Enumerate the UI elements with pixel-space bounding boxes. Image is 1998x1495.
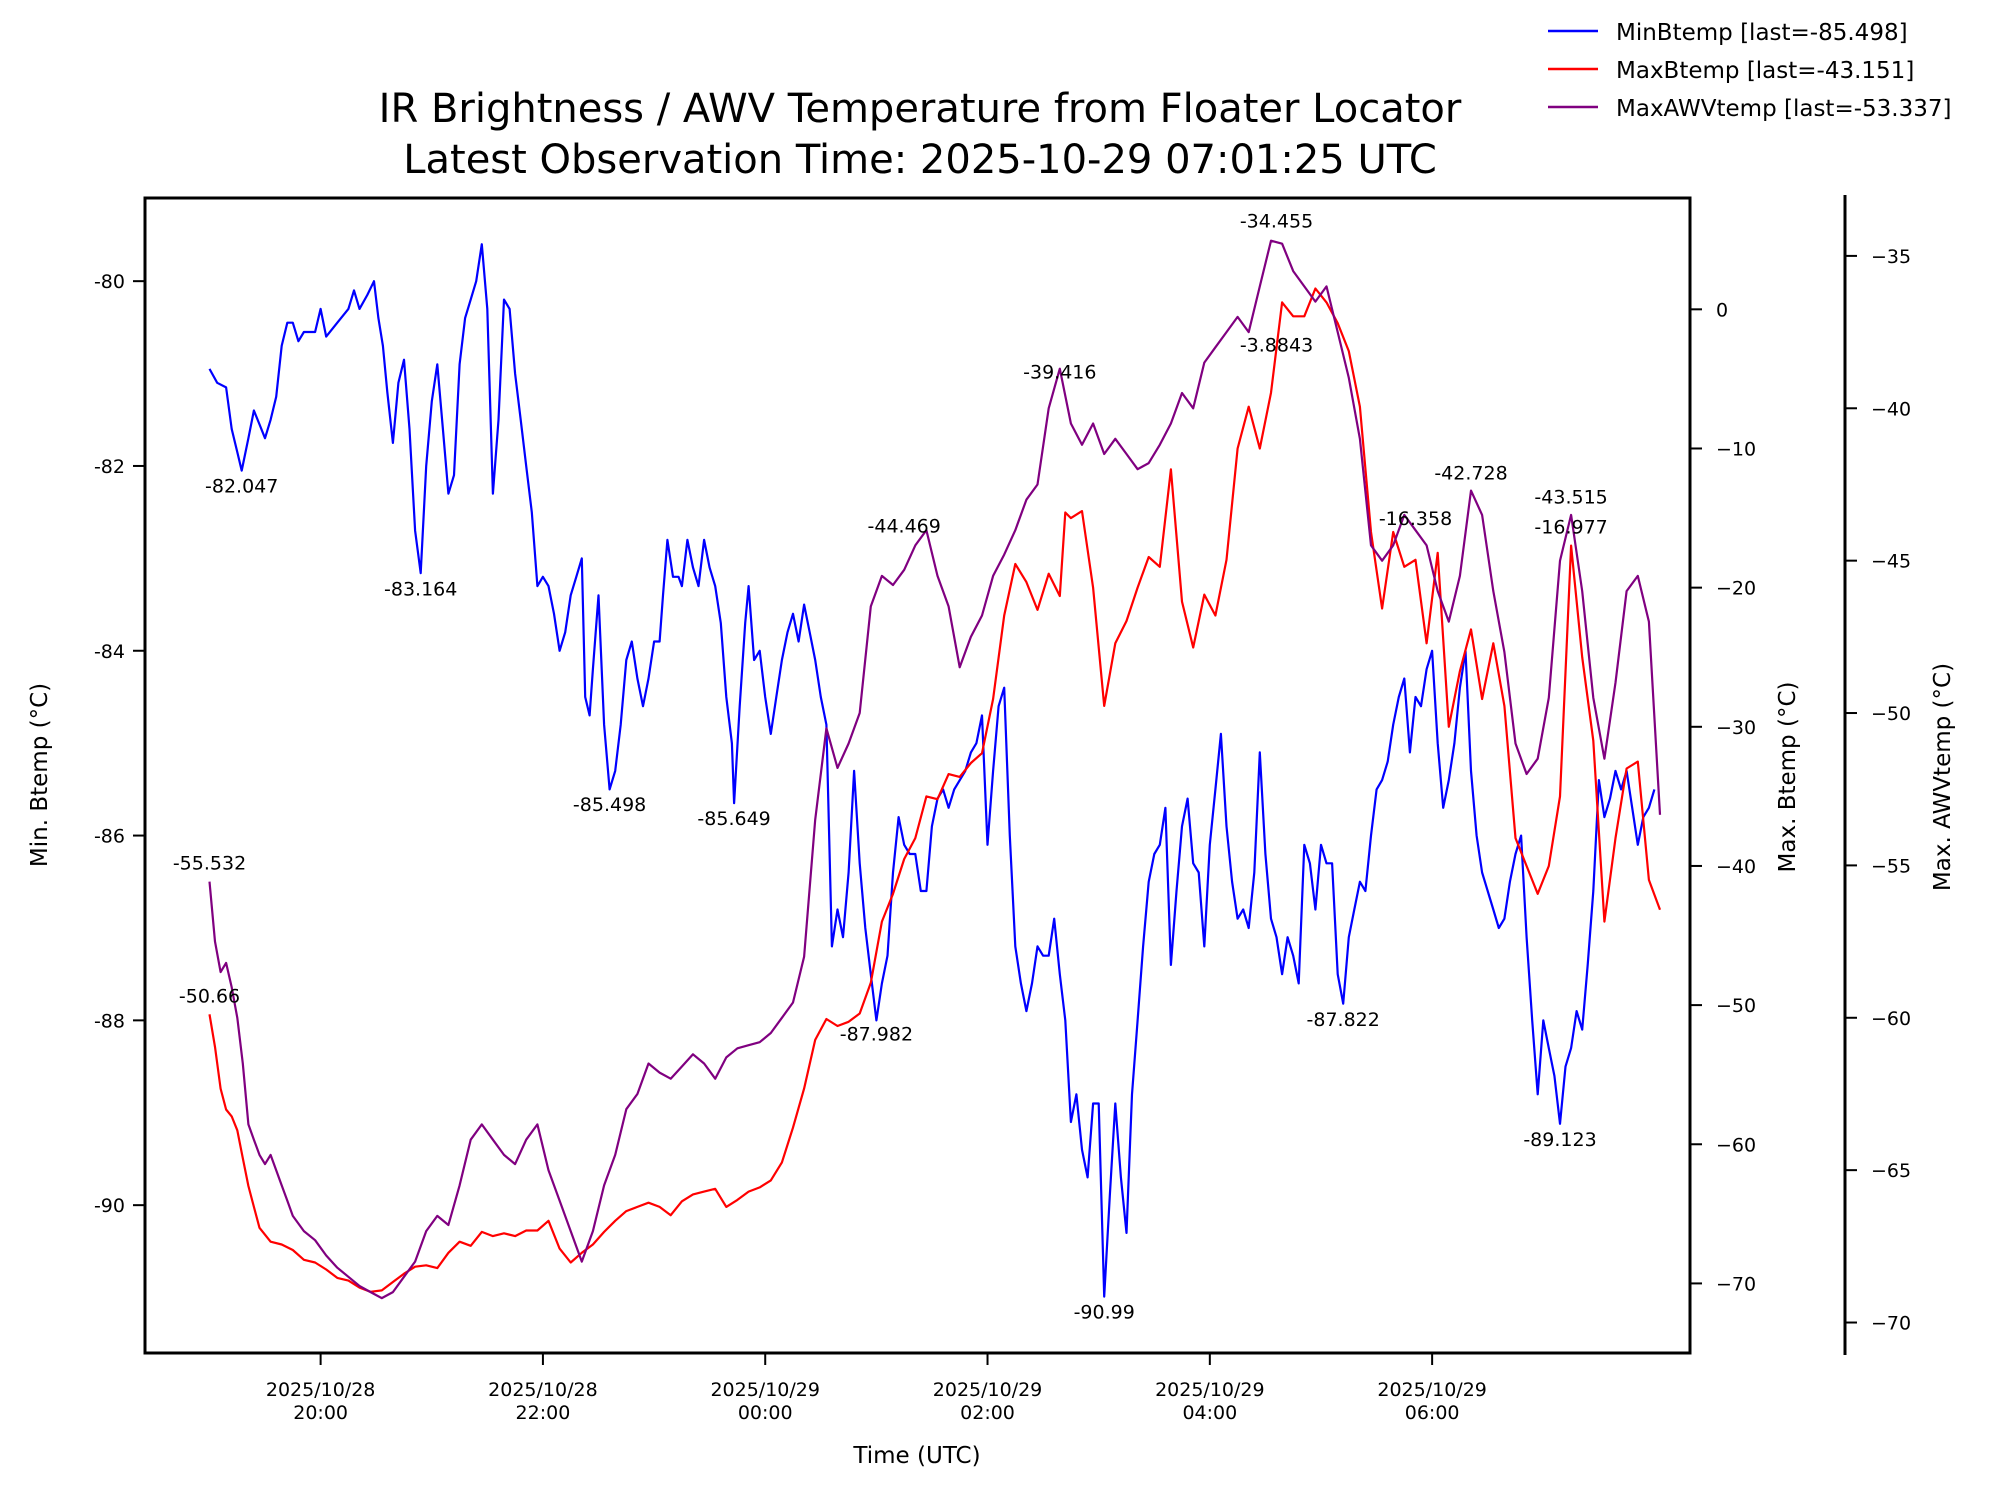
chart-title-line1: IR Brightness / AWV Temperature from Flo… — [379, 86, 1462, 132]
y-right1-tick-label: −50 — [1716, 995, 1756, 1017]
y-axis-label-right1: Max. Btemp (°C) — [1775, 682, 1801, 873]
annotation-label: -42.728 — [1434, 462, 1507, 484]
annotation-label: -85.498 — [573, 794, 646, 816]
x-tick-label: 2025/10/28 — [266, 1379, 376, 1401]
annotation-label: -85.649 — [697, 808, 770, 830]
y-axis-label-right2: Max. AWVtemp (°C) — [1930, 663, 1956, 891]
y-right2-tick-label: −55 — [1871, 855, 1911, 877]
y-right1-tick-label: −20 — [1716, 578, 1756, 600]
annotation-label: -90.99 — [1074, 1302, 1135, 1324]
x-tick-label: 22:00 — [516, 1402, 571, 1424]
y-right1-tick-label: 0 — [1716, 299, 1728, 321]
y-right2-tick-label: −60 — [1871, 1008, 1911, 1030]
y-right1-tick-label: −70 — [1716, 1273, 1756, 1295]
annotation-label: -87.982 — [840, 1024, 913, 1046]
annotation-label: -16.358 — [1379, 508, 1452, 530]
x-tick-label: 2025/10/28 — [488, 1379, 598, 1401]
annotation-label: -44.469 — [868, 516, 941, 538]
annotation-label: -34.455 — [1240, 210, 1313, 232]
y-right2-tick-label: −45 — [1871, 551, 1911, 573]
y-right1-tick-label: −30 — [1716, 717, 1756, 739]
x-tick-label: 2025/10/29 — [710, 1379, 820, 1401]
series-line-maxawvtemp — [208, 239, 1662, 1300]
y-right2-tick-label: −50 — [1871, 703, 1911, 725]
y-left-tick-label: -88 — [94, 1010, 125, 1032]
annotation-label: -50.66 — [179, 985, 240, 1007]
y-left-tick-label: -80 — [94, 271, 125, 293]
y-left-tick-label: -82 — [94, 456, 125, 478]
y-right2-tick-label: −65 — [1871, 1160, 1911, 1182]
chart-title-line2: Latest Observation Time: 2025-10-29 07:0… — [403, 137, 1437, 183]
annotation-label: -3.8843 — [1240, 334, 1313, 356]
axes-layer: 2025/10/2820:002025/10/2822:002025/10/29… — [94, 246, 1911, 1424]
series-line-maxbtemp — [208, 287, 1662, 1293]
y-right2-tick-label: −35 — [1871, 246, 1911, 268]
y-left-tick-label: -90 — [94, 1195, 125, 1217]
legend-label-minbtemp: MinBtemp [last=-85.498] — [1616, 20, 1908, 46]
series-layer — [208, 239, 1662, 1300]
legend-label-maxbtemp: MaxBtemp [last=-43.151] — [1616, 58, 1914, 84]
x-tick-label: 20:00 — [293, 1402, 348, 1424]
y-right1-tick-label: −10 — [1716, 438, 1756, 460]
x-tick-label: 02:00 — [960, 1402, 1015, 1424]
annotation-label: -89.123 — [1523, 1129, 1596, 1151]
annotation-label: -39.416 — [1023, 362, 1096, 384]
annotation-layer: -82.047 -83.164 -85.498 -85.649 -87.982 -90.9… — [173, 210, 1608, 1323]
x-tick-label: 2025/10/29 — [1377, 1379, 1487, 1401]
annotation-label: -82.047 — [205, 475, 278, 497]
x-axis-label: Time (UTC) — [852, 1443, 980, 1469]
annotation-label: -43.515 — [1534, 486, 1607, 508]
x-tick-label: 2025/10/29 — [933, 1379, 1043, 1401]
x-tick-label: 04:00 — [1182, 1402, 1237, 1424]
legend: MinBtemp [last=-85.498] MaxBtemp [last=-… — [1548, 20, 1951, 122]
x-tick-label: 06:00 — [1405, 1402, 1460, 1424]
annotation-label: -87.822 — [1307, 1009, 1380, 1031]
legend-label-maxawvtemp: MaxAWVtemp [last=-53.337] — [1616, 96, 1951, 122]
y-left-tick-label: -86 — [94, 826, 125, 848]
series-line-minbtemp — [208, 243, 1656, 1298]
annotation-label: -55.532 — [173, 853, 246, 875]
y-right2-tick-label: −40 — [1871, 398, 1911, 420]
y-right2-tick-label: −70 — [1871, 1313, 1911, 1335]
plot-frame — [143, 196, 1692, 1355]
y-left-tick-label: -84 — [94, 641, 125, 663]
x-tick-label: 2025/10/29 — [1155, 1379, 1265, 1401]
y-axis-label-left: Min. Btemp (°C) — [27, 683, 53, 867]
annotation-label: -83.164 — [384, 579, 457, 601]
x-tick-label: 00:00 — [738, 1402, 793, 1424]
y-right1-tick-label: −40 — [1716, 856, 1756, 878]
annotation-label: -16.977 — [1534, 517, 1607, 539]
y-right1-tick-label: −60 — [1716, 1134, 1756, 1156]
